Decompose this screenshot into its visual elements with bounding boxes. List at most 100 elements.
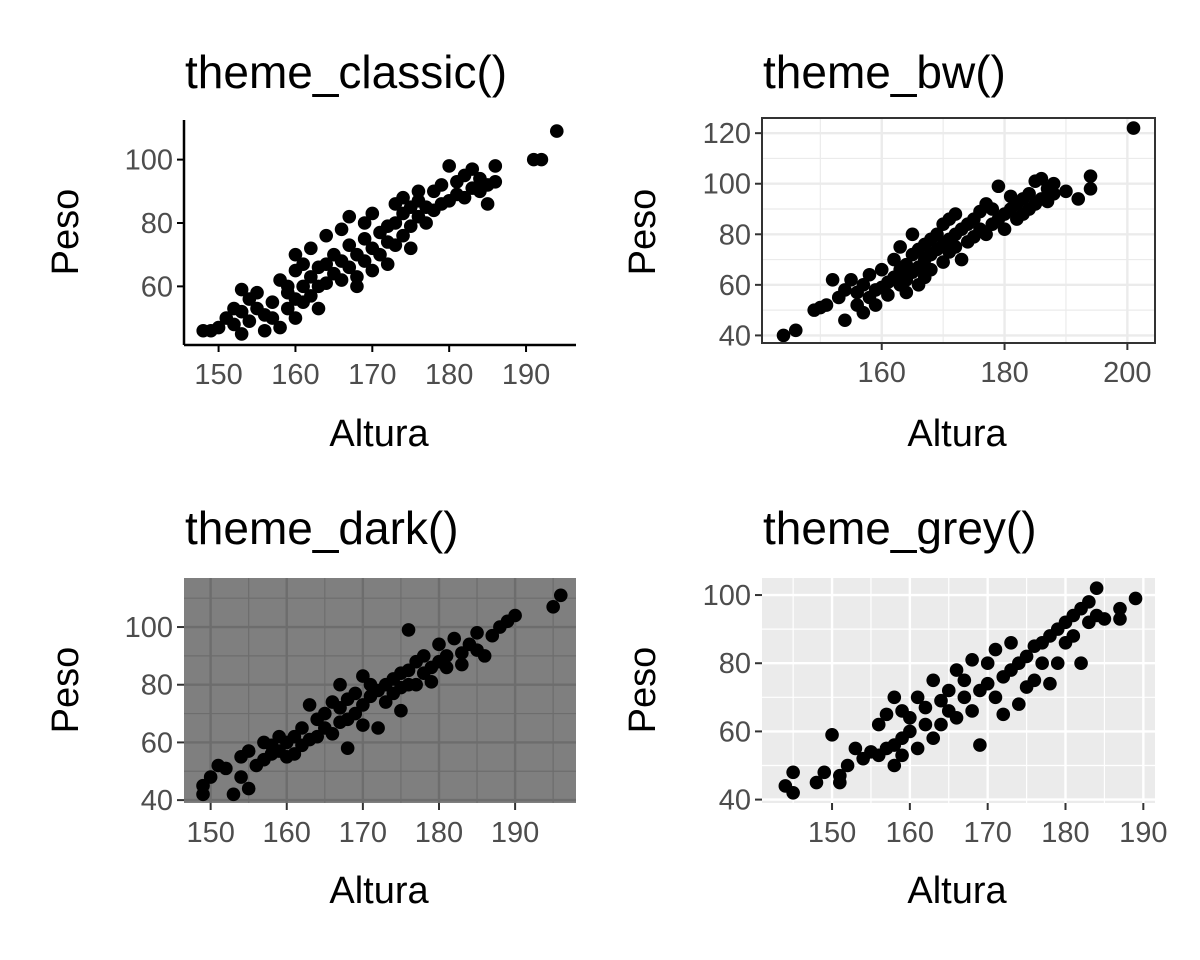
y-tick-label: 100 [125,145,173,177]
data-point [1128,591,1143,606]
data-point [334,273,349,287]
data-point [357,254,372,268]
data-point [996,707,1011,722]
data-point [295,721,309,735]
data-point [394,703,408,718]
y-axis-title: Peso [622,189,664,276]
data-point [825,728,839,742]
data-point [910,741,925,756]
data-point [871,717,886,732]
data-point [304,241,318,256]
data-point [786,785,800,800]
data-point [319,228,333,243]
data-point [1035,656,1049,671]
data-point [203,770,218,784]
data-point [881,288,895,302]
data-point [856,278,871,292]
x-tick-label: 190 [491,817,539,849]
data-point [477,649,492,663]
y-tick-label: 40 [719,785,751,817]
data-point [840,758,855,773]
data-point [280,279,295,294]
data-point [1083,181,1098,196]
data-point [234,282,249,297]
y-axis-title: Peso [45,647,87,734]
y-tick-label: 80 [141,670,173,702]
data-point [905,227,920,242]
y-axis-title: Peso [45,189,87,276]
data-point [1022,187,1036,201]
x-tick-label: 170 [348,359,396,391]
data-point [280,301,295,316]
data-point [401,623,416,637]
data-point [296,257,310,271]
data-point [373,247,387,262]
data-point [874,262,889,277]
data-point [304,270,318,284]
data-point [833,768,847,783]
data-point [838,283,852,297]
data-point [1113,601,1127,616]
data-point [926,673,941,688]
data-point [1071,192,1086,206]
data-point [988,690,1003,705]
panel-theme-dark: theme_dark() Altura Peso 150 160 170 180 190… [45,502,576,912]
y-tick-label: 100 [703,580,751,612]
y-tick-label: 60 [141,727,173,759]
y-tick-label: 40 [719,320,751,352]
data-point [949,710,964,725]
x-tick-label: 180 [415,817,463,849]
x-tick-label: 160 [263,817,311,849]
data-point [1034,171,1049,186]
data-point [1019,649,1034,664]
data-point [265,311,280,325]
data-point [957,690,972,705]
data-point [546,600,560,614]
data-point [1004,635,1018,650]
data-point [319,276,333,291]
data-point [409,677,423,692]
data-point [457,190,472,205]
panel-theme-classic: theme_classic() Altura Peso 150 160 170 180… [45,46,576,455]
panel-title: theme_grey() [763,502,1037,554]
data-point [357,216,372,230]
data-point [288,247,303,262]
data-point [416,649,431,663]
data-point [234,304,249,319]
data-point [825,272,840,287]
data-point [318,706,332,721]
data-point [288,311,303,325]
data-point [439,660,454,675]
data-point [980,676,995,691]
panel-theme-bw: theme_bw() Altura Peso 160 180 200 40 60 80 10… [622,46,1156,455]
data-point [334,222,349,237]
x-tick-label: 150 [808,817,856,849]
data-point [848,741,863,756]
y-tick-label: 120 [703,118,751,150]
data-point [1113,612,1127,626]
data-point [365,206,380,221]
data-point [234,770,248,784]
data-point [954,252,969,267]
data-point [396,190,410,205]
data-point [903,724,917,739]
data-point [488,159,503,173]
data-point [934,717,948,732]
data-point [211,320,226,335]
data-point [465,162,480,176]
data-point [439,649,454,663]
panel-title: theme_bw() [763,46,1006,98]
data-point [957,673,972,688]
data-point [241,744,256,758]
data-point [304,289,318,303]
y-axis-title: Peso [622,647,664,734]
data-point [447,631,462,646]
data-point [838,313,852,328]
x-tick-label: 190 [502,359,550,391]
data-point [879,707,894,722]
data-point [936,255,950,269]
data-point [918,717,933,732]
panel-title: theme_classic() [185,46,507,98]
data-point [350,279,364,294]
